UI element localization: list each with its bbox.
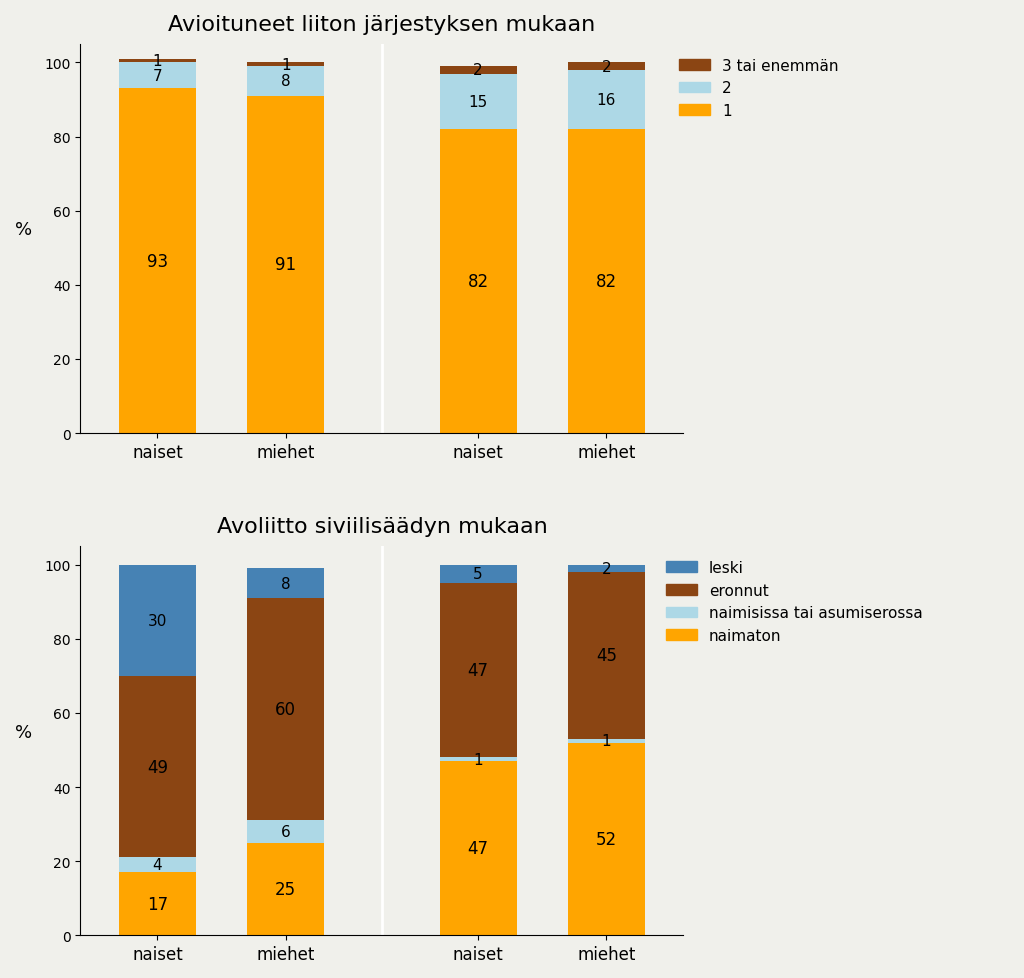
Bar — [119, 858, 196, 872]
Text: 45: 45 — [596, 646, 616, 665]
Text: 47: 47 — [468, 662, 488, 680]
Legend: 3 tai enemmän, 2, 1: 3 tai enemmän, 2, 1 — [673, 53, 845, 125]
Bar — [439, 565, 516, 584]
Bar — [439, 758, 516, 761]
Bar — [119, 872, 196, 935]
Bar — [568, 565, 645, 572]
Text: 6: 6 — [281, 824, 291, 839]
Text: 30: 30 — [147, 613, 167, 628]
Text: 7: 7 — [153, 68, 162, 84]
Bar — [119, 60, 196, 64]
Text: 4: 4 — [153, 858, 162, 872]
Title: Avioituneet liiton järjestyksen mukaan: Avioituneet liiton järjestyksen mukaan — [168, 15, 596, 35]
Bar — [247, 569, 325, 599]
Text: 93: 93 — [146, 252, 168, 270]
Bar — [247, 843, 325, 935]
Bar — [247, 599, 325, 821]
Bar — [568, 572, 645, 739]
Text: 15: 15 — [469, 95, 487, 110]
Text: 60: 60 — [275, 700, 296, 719]
Bar — [247, 821, 325, 843]
Text: 52: 52 — [596, 830, 616, 848]
Text: 17: 17 — [146, 895, 168, 912]
Text: 2: 2 — [473, 64, 483, 78]
Text: 25: 25 — [275, 880, 296, 898]
Text: 47: 47 — [468, 839, 488, 858]
Text: 49: 49 — [147, 758, 168, 776]
Bar — [568, 739, 645, 743]
Text: 8: 8 — [281, 576, 291, 591]
Title: Avoliitto siviilisäädyn mukaan: Avoliitto siviilisäädyn mukaan — [216, 516, 547, 537]
Text: 1: 1 — [473, 752, 483, 767]
Text: 5: 5 — [473, 567, 483, 582]
Bar — [568, 70, 645, 130]
Bar — [119, 89, 196, 433]
Bar — [247, 64, 325, 67]
Bar — [119, 676, 196, 858]
Text: 16: 16 — [597, 93, 616, 108]
Y-axis label: %: % — [15, 723, 32, 741]
Bar — [568, 743, 645, 935]
Text: 82: 82 — [596, 273, 616, 290]
Text: 2: 2 — [601, 60, 611, 74]
Legend: leski, eronnut, naimisissa tai asumiserossa, naimaton: leski, eronnut, naimisissa tai asumisero… — [660, 555, 929, 649]
Text: 91: 91 — [275, 256, 296, 274]
Text: 1: 1 — [601, 734, 611, 748]
Bar — [247, 97, 325, 433]
Text: 82: 82 — [468, 273, 488, 290]
Bar — [568, 130, 645, 433]
Bar — [439, 761, 516, 935]
Text: 8: 8 — [281, 74, 291, 89]
Bar — [568, 64, 645, 70]
Bar — [439, 67, 516, 74]
Bar — [439, 130, 516, 433]
Bar — [439, 74, 516, 130]
Bar — [119, 565, 196, 676]
Bar — [247, 67, 325, 97]
Bar — [439, 584, 516, 758]
Text: 1: 1 — [281, 58, 291, 72]
Bar — [119, 64, 196, 89]
Text: 1: 1 — [153, 54, 162, 69]
Text: 2: 2 — [601, 561, 611, 576]
Y-axis label: %: % — [15, 221, 32, 240]
